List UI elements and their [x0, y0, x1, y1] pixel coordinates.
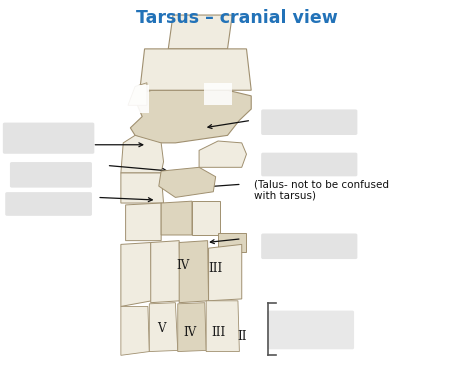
Text: II: II — [237, 330, 246, 343]
Polygon shape — [159, 167, 216, 197]
FancyBboxPatch shape — [261, 153, 357, 176]
Polygon shape — [209, 244, 242, 301]
Polygon shape — [178, 303, 206, 352]
Bar — [111, 85, 149, 113]
Polygon shape — [168, 15, 232, 49]
Text: Tarsus – cranial view: Tarsus – cranial view — [136, 9, 338, 27]
Polygon shape — [192, 201, 220, 235]
Polygon shape — [179, 241, 209, 303]
Bar — [204, 83, 232, 105]
Polygon shape — [206, 301, 239, 352]
FancyBboxPatch shape — [267, 311, 354, 349]
Text: IV: IV — [176, 259, 189, 271]
FancyBboxPatch shape — [261, 109, 357, 135]
Text: III: III — [209, 262, 223, 275]
Polygon shape — [121, 173, 164, 203]
Polygon shape — [121, 135, 164, 173]
Text: IV: IV — [183, 326, 196, 339]
Polygon shape — [151, 241, 180, 303]
Polygon shape — [130, 90, 251, 143]
Polygon shape — [149, 303, 178, 352]
Polygon shape — [140, 49, 251, 90]
Polygon shape — [218, 233, 246, 252]
FancyBboxPatch shape — [5, 192, 92, 216]
Polygon shape — [128, 83, 147, 105]
Text: V: V — [157, 323, 165, 335]
Text: (Talus- not to be confused
with tarsus): (Talus- not to be confused with tarsus) — [254, 179, 389, 201]
Polygon shape — [199, 141, 246, 167]
Polygon shape — [121, 306, 149, 355]
FancyBboxPatch shape — [3, 123, 94, 154]
FancyBboxPatch shape — [10, 162, 92, 188]
Text: III: III — [211, 326, 225, 339]
Polygon shape — [121, 243, 152, 306]
FancyBboxPatch shape — [261, 233, 357, 259]
Polygon shape — [126, 203, 161, 241]
Polygon shape — [161, 201, 192, 235]
